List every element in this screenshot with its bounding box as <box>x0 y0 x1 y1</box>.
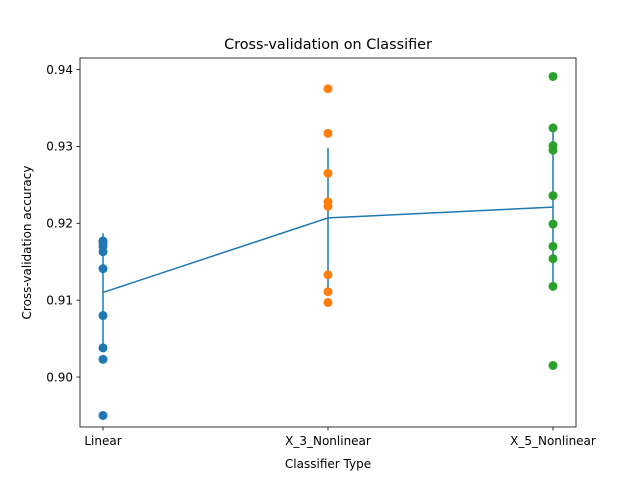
data-point-x-5-nonlinear-10 <box>548 361 558 370</box>
y-tick-label: 0.93 <box>46 140 73 154</box>
data-point-x-5-nonlinear-4 <box>548 145 558 155</box>
y-tick-label: 0.91 <box>46 293 73 307</box>
data-point-x-3-nonlinear-8 <box>323 297 333 307</box>
y-tick-label: 0.92 <box>46 217 73 231</box>
data-point-x-5-nonlinear-1 <box>548 71 558 81</box>
chart-title: Cross-validation on Classifier <box>224 37 432 53</box>
data-point-linear-6 <box>98 311 108 321</box>
x-tick-label: Linear <box>84 434 121 448</box>
mean-line <box>102 206 554 294</box>
y-tick-label: 0.90 <box>46 370 73 384</box>
data-point-x-3-nonlinear-3 <box>323 168 333 178</box>
data-point-linear-5 <box>98 264 108 274</box>
data-point-x-5-nonlinear-8 <box>548 254 558 264</box>
x-tick-label: X_3_Nonlinear <box>285 434 371 448</box>
x-tick-label: X_5_Nonlinear <box>510 434 596 448</box>
data-point-linear-7 <box>98 343 108 353</box>
data-point-x-5-nonlinear-2 <box>548 123 558 133</box>
y-axis-label: Cross-validation accuracy <box>20 166 34 320</box>
data-point-linear-9 <box>98 410 108 420</box>
x-axis: Linear X_3_Nonlinear X_5_Nonlinear <box>84 427 596 448</box>
data-point-x-3-nonlinear-6 <box>323 270 333 280</box>
data-point-x-5-nonlinear-5 <box>548 191 558 201</box>
data-point-x-3-nonlinear-5 <box>323 201 333 211</box>
data-point-linear-4 <box>98 247 108 257</box>
y-tick-label: 0.94 <box>46 63 73 77</box>
data-point-x-3-nonlinear-7 <box>323 287 333 297</box>
data-point-x-3-nonlinear-2 <box>323 128 333 138</box>
data-point-x-5-nonlinear-6 <box>548 219 558 229</box>
data-point-x-5-nonlinear-9 <box>548 281 558 291</box>
data-point-x-5-nonlinear-7 <box>548 241 558 251</box>
data-point-linear-8 <box>98 354 108 364</box>
data-point-x-3-nonlinear-1 <box>323 84 333 94</box>
x-axis-label: Classifier Type <box>285 457 371 471</box>
plot-area <box>98 71 558 420</box>
y-axis: 0.90 0.91 0.92 0.93 0.94 <box>46 63 80 384</box>
